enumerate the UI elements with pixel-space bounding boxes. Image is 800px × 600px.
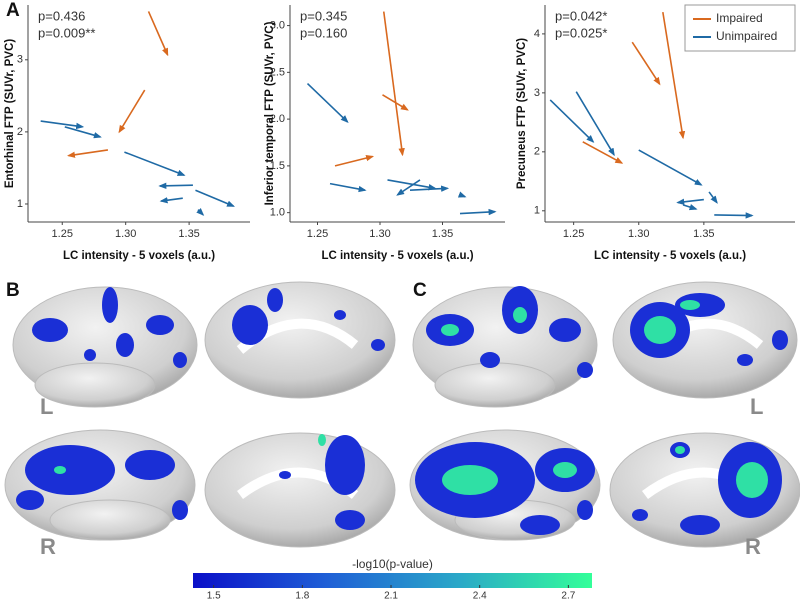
change-segment — [159, 197, 183, 204]
x-tick-label: 1.30 — [369, 228, 390, 240]
x-tick-label: 1.35 — [693, 228, 714, 240]
y-tick-label: 2.5 — [270, 66, 285, 78]
brain-b-right-lateral — [4, 429, 196, 541]
change-segment — [334, 154, 375, 167]
y-tick-label: 3.0 — [270, 19, 285, 31]
y-tick-label: 3 — [17, 54, 23, 66]
colorbar-tick-label: 2.4 — [473, 591, 487, 600]
change-segment — [306, 82, 349, 124]
x-axis-label: LC intensity - 5 voxels (a.u.) — [321, 250, 473, 262]
change-segment — [329, 182, 367, 193]
x-tick-label: 1.30 — [115, 228, 136, 240]
panel-label: A — [6, 0, 20, 21]
x-tick-label: 1.25 — [307, 228, 328, 240]
annotation: p=0.042* — [555, 8, 607, 23]
y-tick-label: 1.5 — [270, 160, 285, 172]
change-segment — [575, 91, 615, 157]
change-segment — [40, 120, 85, 130]
colorbar-title: -log10(p-value) — [352, 557, 433, 571]
change-segment — [67, 149, 109, 158]
colorbar-tick-label: 1.8 — [295, 591, 309, 600]
change-segment — [147, 11, 169, 57]
x-tick-label: 1.30 — [628, 228, 649, 240]
hemisphere-label: R — [40, 534, 56, 559]
colorbar-tick-label: 2.1 — [384, 591, 398, 600]
change-segment — [118, 89, 146, 134]
colorbar-tick-label: 2.7 — [561, 591, 575, 600]
x-axis-label: LC intensity - 5 voxels (a.u.) — [63, 250, 215, 262]
change-segment — [158, 182, 193, 190]
change-segment — [638, 149, 703, 186]
change-segment — [195, 189, 235, 207]
change-segment — [457, 191, 467, 198]
x-tick-label: 1.25 — [52, 228, 73, 240]
x-axis-label: LC intensity - 5 voxels (a.u.) — [594, 250, 746, 262]
brain-b-left-medial — [204, 281, 396, 399]
change-segment — [387, 179, 437, 191]
y-tick-label: 2 — [534, 146, 540, 158]
change-segment — [459, 208, 497, 216]
brain-c-right-lateral — [409, 429, 601, 541]
x-tick-label: 1.25 — [563, 228, 584, 240]
colorbar — [193, 573, 592, 588]
change-segment — [549, 99, 595, 143]
panel-label: B — [6, 280, 20, 301]
y-axis-label: Inferior temporal FTP (SUVr, PVC) — [264, 21, 276, 205]
legend-label: Unimpaired — [716, 29, 777, 43]
y-tick-label: 1 — [17, 198, 23, 210]
annotation: p=0.160 — [300, 25, 347, 40]
brain-c-left-medial — [612, 281, 798, 399]
change-segment — [396, 179, 421, 196]
change-segment — [64, 126, 102, 139]
x-tick-label: 1.35 — [432, 228, 453, 240]
annotation: p=0.025* — [555, 25, 607, 40]
change-segment — [409, 185, 450, 192]
hemisphere-label: L — [750, 394, 763, 419]
change-segment — [662, 11, 686, 140]
brain-b-right-medial — [204, 432, 396, 548]
y-tick-label: 3 — [534, 87, 540, 99]
change-segment — [382, 94, 409, 111]
hemisphere-label: R — [745, 534, 761, 559]
change-segment — [124, 151, 186, 176]
change-segment — [714, 212, 754, 219]
change-segment — [382, 11, 405, 157]
brain-c-left-lateral — [412, 286, 598, 408]
change-segment — [682, 204, 698, 211]
y-tick-label: 1.0 — [270, 207, 285, 219]
change-segment — [676, 198, 704, 206]
change-segment — [708, 191, 718, 204]
y-axis-label: Precuneus FTP (SUVr, PVC) — [516, 38, 528, 189]
change-segment — [582, 141, 624, 164]
hemisphere-label: L — [40, 394, 53, 419]
brain-c-right-medial — [609, 432, 800, 548]
x-tick-label: 1.35 — [178, 228, 199, 240]
colorbar-tick-label: 1.5 — [207, 591, 221, 600]
annotation: p=0.345 — [300, 8, 347, 23]
y-axis-label: Entorhinal FTP (SUVr, PVC) — [4, 39, 16, 188]
panel-label: C — [413, 280, 427, 301]
change-segment — [631, 41, 661, 86]
y-tick-label: 2.0 — [270, 113, 285, 125]
brain-b-left-lateral — [12, 286, 198, 408]
y-tick-label: 2 — [17, 126, 23, 138]
y-tick-label: 4 — [534, 28, 540, 40]
legend-label: Impaired — [716, 11, 763, 25]
annotation: p=0.436 — [38, 8, 85, 23]
change-segment — [196, 208, 205, 216]
annotation: p=0.009** — [38, 25, 95, 40]
y-tick-label: 1 — [534, 205, 540, 217]
legend-box — [684, 4, 796, 52]
